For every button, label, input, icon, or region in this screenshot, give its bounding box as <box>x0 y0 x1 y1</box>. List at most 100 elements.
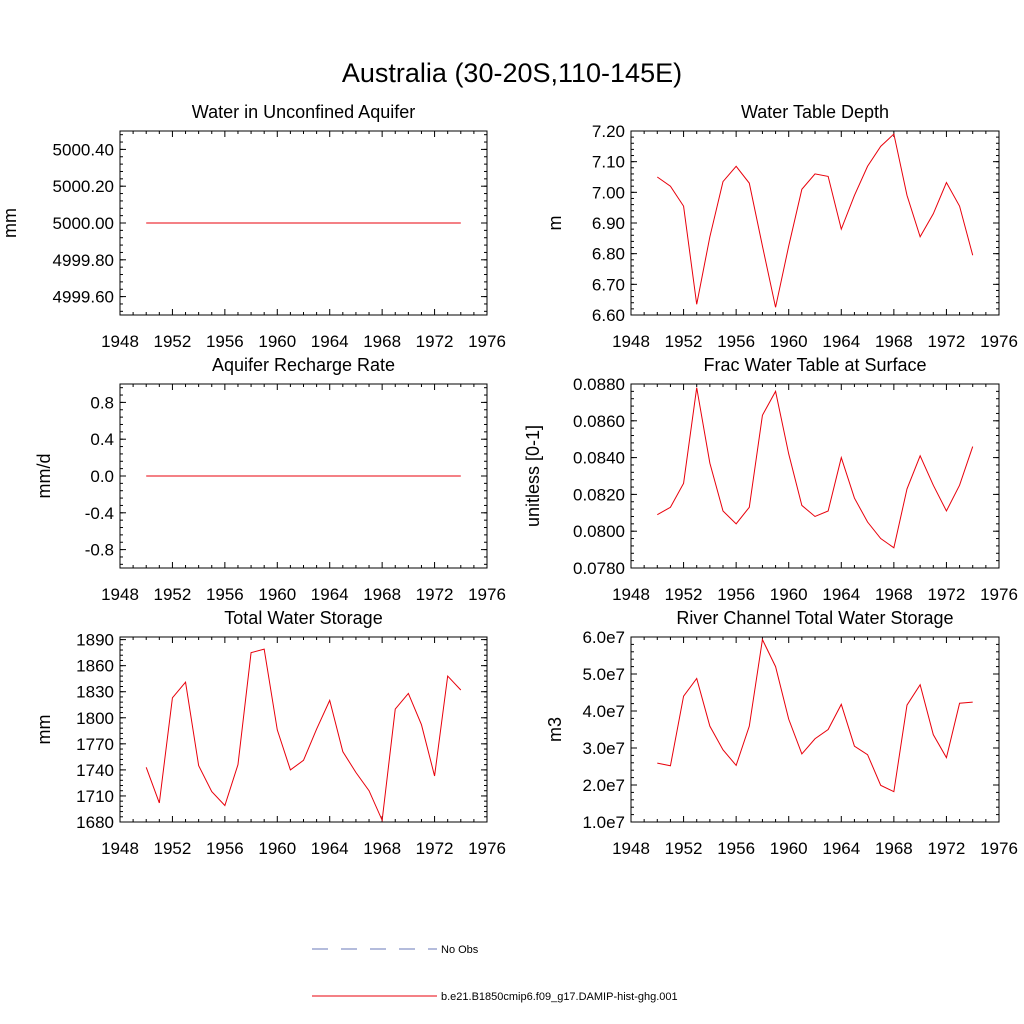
x-tick-label: 1956 <box>717 585 755 604</box>
x-tick-label: 1952 <box>665 585 703 604</box>
y-tick-label: 1800 <box>76 709 114 728</box>
x-tick-label: 1972 <box>928 332 966 351</box>
y-tick-label: 5000.00 <box>53 214 114 233</box>
series-line <box>145 648 462 823</box>
x-tick-label: 1952 <box>154 332 192 351</box>
y-tick-label: 6.70 <box>592 275 625 294</box>
x-tick-label: 1968 <box>875 839 913 858</box>
x-tick-label: 1960 <box>258 332 296 351</box>
x-tick-label: 1948 <box>612 585 650 604</box>
plot-frame <box>119 636 488 823</box>
panel-water-table-depth: Water Table Depth m 1948 1952 1956 1960 1964 19… <box>545 102 1018 351</box>
main-title: Australia (30-20S,110-145E) <box>342 58 682 88</box>
y-tick-label: 0.0840 <box>573 449 625 468</box>
x-tick-label: 1952 <box>665 839 703 858</box>
x-tick-label: 1952 <box>154 585 192 604</box>
legend: No Obs b.e21.B1850cmip6.f09_g17.DAMIP-hi… <box>312 944 678 1003</box>
x-tick-label: 1956 <box>206 332 244 351</box>
x-tick-label: 1964 <box>311 585 349 604</box>
x-tick-label: 1956 <box>717 332 755 351</box>
x-tick-label: 1968 <box>363 839 401 858</box>
x-tick-label: 1972 <box>416 332 454 351</box>
y-axis-label: unitless [0-1] <box>523 425 543 527</box>
series-line <box>657 133 974 308</box>
legend-obs-label: No Obs <box>441 944 479 956</box>
y-tick-label: 0.0800 <box>573 522 625 541</box>
legend-model-label: b.e21.B1850cmip6.f09_g17.DAMIP-hist-ghg.… <box>441 991 678 1003</box>
y-tick-label: 1770 <box>76 735 114 754</box>
plot-frame <box>630 636 1000 823</box>
y-tick-label: 1740 <box>76 761 114 780</box>
y-tick-label: 6.80 <box>592 245 625 264</box>
x-tick-label: 1960 <box>770 585 808 604</box>
panel-title: Water Table Depth <box>741 102 889 122</box>
x-tick-label: 1964 <box>311 332 349 351</box>
x-tick-label: 1956 <box>206 839 244 858</box>
x-tick-label: 1956 <box>717 839 755 858</box>
series-line <box>657 637 973 793</box>
y-tick-label: 0.0860 <box>573 412 625 431</box>
plot-frame <box>119 383 488 569</box>
x-tick-label: 1972 <box>928 839 966 858</box>
y-tick-label: 6.90 <box>592 214 625 233</box>
y-tick-label: 4.0e7 <box>582 702 625 721</box>
y-tick-label: 5.0e7 <box>582 665 625 684</box>
y-tick-label: 7.10 <box>592 153 625 172</box>
y-axis-label: m3 <box>545 717 565 742</box>
y-tick-label: 5000.40 <box>53 140 114 159</box>
y-tick-label: 5000.20 <box>53 177 114 196</box>
plot-frame <box>630 130 1000 316</box>
x-tick-label: 1948 <box>612 839 650 858</box>
y-tick-label: 0.0780 <box>573 559 625 578</box>
x-tick-label: 1972 <box>416 585 454 604</box>
y-tick-label: 6.60 <box>592 306 625 325</box>
x-tick-label: 1964 <box>822 585 860 604</box>
panels: Water in Unconfined Aquifer mm 1948 1952 195… <box>0 102 1018 858</box>
y-tick-label: 6.0e7 <box>582 628 625 647</box>
x-tick-label: 1976 <box>468 332 506 351</box>
y-tick-label: 1860 <box>76 657 114 676</box>
x-tick-label: 1964 <box>311 839 349 858</box>
y-tick-label: 0.0 <box>90 467 114 486</box>
y-axis-label: mm <box>34 715 54 745</box>
series-line <box>657 387 974 549</box>
x-tick-label: 1968 <box>875 332 913 351</box>
x-tick-label: 1976 <box>980 839 1018 858</box>
panel-title: Total Water Storage <box>224 608 382 628</box>
y-tick-label: -0.8 <box>85 541 114 560</box>
y-tick-label: 0.0820 <box>573 485 625 504</box>
x-tick-label: 1968 <box>875 585 913 604</box>
y-tick-label: 2.0e7 <box>582 776 625 795</box>
y-tick-label: 1.0e7 <box>582 813 625 832</box>
y-tick-label: 4999.60 <box>53 288 114 307</box>
x-tick-label: 1972 <box>416 839 454 858</box>
x-tick-label: 1964 <box>822 332 860 351</box>
x-tick-label: 1976 <box>980 585 1018 604</box>
x-tick-label: 1968 <box>363 332 401 351</box>
plot-frame <box>630 383 1000 569</box>
x-tick-label: 1964 <box>822 839 860 858</box>
y-tick-label: 1710 <box>76 787 114 806</box>
y-axis-label: mm <box>0 208 20 238</box>
x-tick-label: 1968 <box>363 585 401 604</box>
x-tick-label: 1948 <box>101 332 139 351</box>
y-tick-label: 7.20 <box>592 122 625 141</box>
panel-recharge-rate: Aquifer Recharge Rate mm/d 1948 1952 1956 196… <box>34 355 506 604</box>
y-tick-label: 0.4 <box>90 430 114 449</box>
y-tick-label: 1890 <box>76 631 114 650</box>
x-tick-label: 1960 <box>770 839 808 858</box>
panel-total-water-storage: Total Water Storage mm 1948 1952 1956 1960 196… <box>34 608 506 858</box>
x-tick-label: 1960 <box>258 839 296 858</box>
y-tick-label: -0.4 <box>85 504 114 523</box>
panel-frac-water-table: Frac Water Table at Surface unitless [0-1… <box>523 355 1018 604</box>
panel-title: Water in Unconfined Aquifer <box>192 102 415 122</box>
x-tick-label: 1948 <box>101 585 139 604</box>
panel-river-storage: River Channel Total Water Storage m3 1948 1… <box>545 608 1018 858</box>
x-tick-label: 1948 <box>101 839 139 858</box>
y-tick-label: 1680 <box>76 813 114 832</box>
x-tick-label: 1976 <box>980 332 1018 351</box>
x-tick-label: 1952 <box>665 332 703 351</box>
x-tick-label: 1976 <box>468 585 506 604</box>
panel-aquifer-water: Water in Unconfined Aquifer mm 1948 1952 195… <box>0 102 506 351</box>
panel-title: Aquifer Recharge Rate <box>212 355 395 375</box>
